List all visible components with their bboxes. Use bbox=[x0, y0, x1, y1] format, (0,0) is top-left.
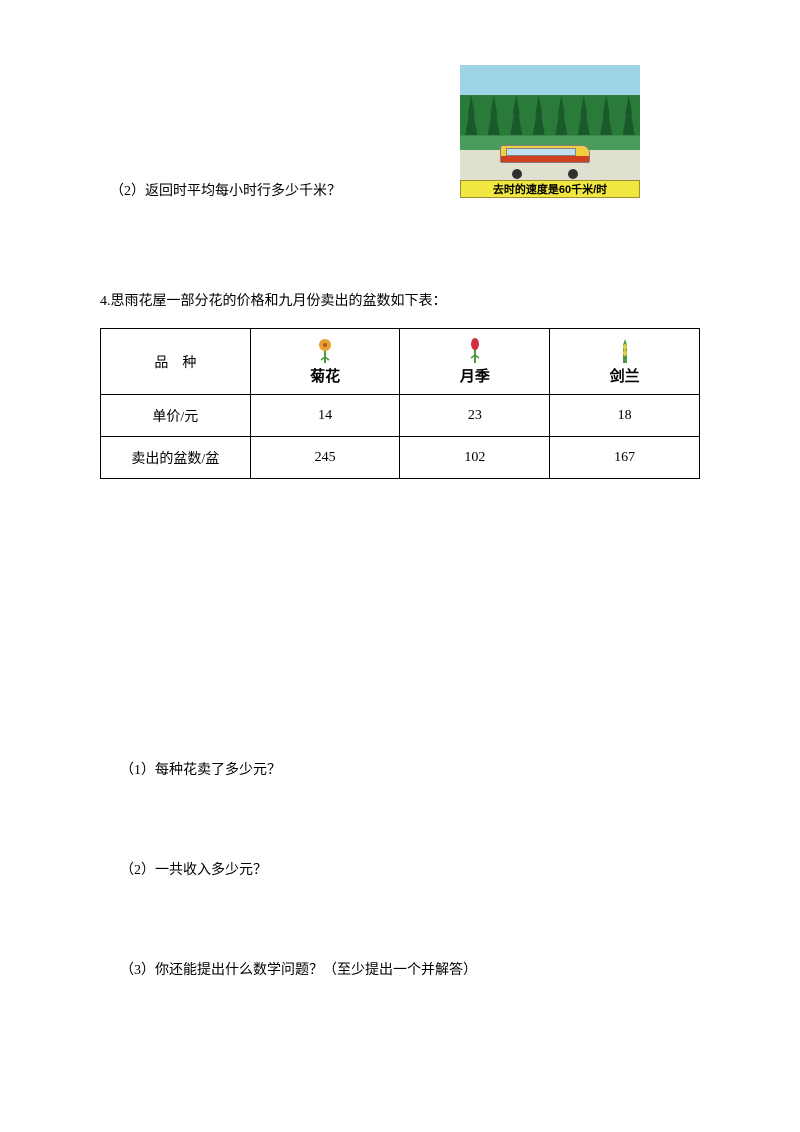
data-cell: 167 bbox=[550, 437, 700, 479]
data-cell: 245 bbox=[250, 437, 400, 479]
wheel-icon bbox=[512, 169, 522, 179]
question-4-intro: 4.思雨花屋一部分花的价格和九月份卖出的盆数如下表： bbox=[100, 290, 710, 310]
sub-question-3: （3）你还能提出什么数学问题？（至少提出一个并解答） bbox=[120, 959, 710, 979]
flower-header-cell: 剑兰 bbox=[550, 329, 700, 395]
bus-icon bbox=[500, 145, 590, 173]
bus-body bbox=[500, 145, 590, 163]
data-cell: 23 bbox=[400, 395, 550, 437]
flower-name-label: 剑兰 bbox=[610, 365, 640, 386]
tree-icon bbox=[578, 95, 590, 135]
rose-icon bbox=[465, 337, 485, 363]
row-label-cell: 单价/元 bbox=[101, 395, 251, 437]
trees-row bbox=[460, 95, 640, 135]
tree-icon bbox=[533, 95, 545, 135]
header-label-cell: 品 种 bbox=[101, 329, 251, 395]
tree-icon bbox=[488, 95, 500, 135]
bus-window bbox=[506, 148, 576, 156]
chrysanthemum-icon bbox=[315, 337, 335, 363]
tree-icon bbox=[465, 95, 477, 135]
flower-header-cell: 菊花 bbox=[250, 329, 400, 395]
image-caption: 去时的速度是60千米/时 bbox=[460, 180, 640, 198]
data-cell: 102 bbox=[400, 437, 550, 479]
sub-question-2: （2）一共收入多少元？ bbox=[120, 859, 710, 879]
data-cell: 18 bbox=[550, 395, 700, 437]
table-row: 单价/元 14 23 18 bbox=[101, 395, 700, 437]
tree-icon bbox=[623, 95, 635, 135]
sky-region bbox=[460, 65, 640, 95]
tree-icon bbox=[555, 95, 567, 135]
road-region bbox=[460, 150, 640, 180]
tree-icon bbox=[600, 95, 612, 135]
flower-price-table: 品 种 菊花 月季 bbox=[100, 328, 700, 479]
gladiolus-icon bbox=[615, 337, 635, 363]
bus-scene-image: 去时的速度是60千米/时 bbox=[460, 65, 640, 195]
sub-question-1: （1）每种花卖了多少元？ bbox=[120, 759, 710, 779]
table-header-row: 品 种 菊花 月季 bbox=[101, 329, 700, 395]
data-cell: 14 bbox=[250, 395, 400, 437]
flower-header-cell: 月季 bbox=[400, 329, 550, 395]
tree-icon bbox=[510, 95, 522, 135]
row-label-cell: 卖出的盆数/盆 bbox=[101, 437, 251, 479]
flower-name-label: 菊花 bbox=[310, 365, 340, 386]
sub-questions-block: （1）每种花卖了多少元？ （2）一共收入多少元？ （3）你还能提出什么数学问题？… bbox=[120, 759, 710, 979]
flower-name-label: 月季 bbox=[460, 365, 490, 386]
bus-stripe bbox=[501, 156, 589, 162]
table-row: 卖出的盆数/盆 245 102 167 bbox=[101, 437, 700, 479]
wheel-icon bbox=[568, 169, 578, 179]
